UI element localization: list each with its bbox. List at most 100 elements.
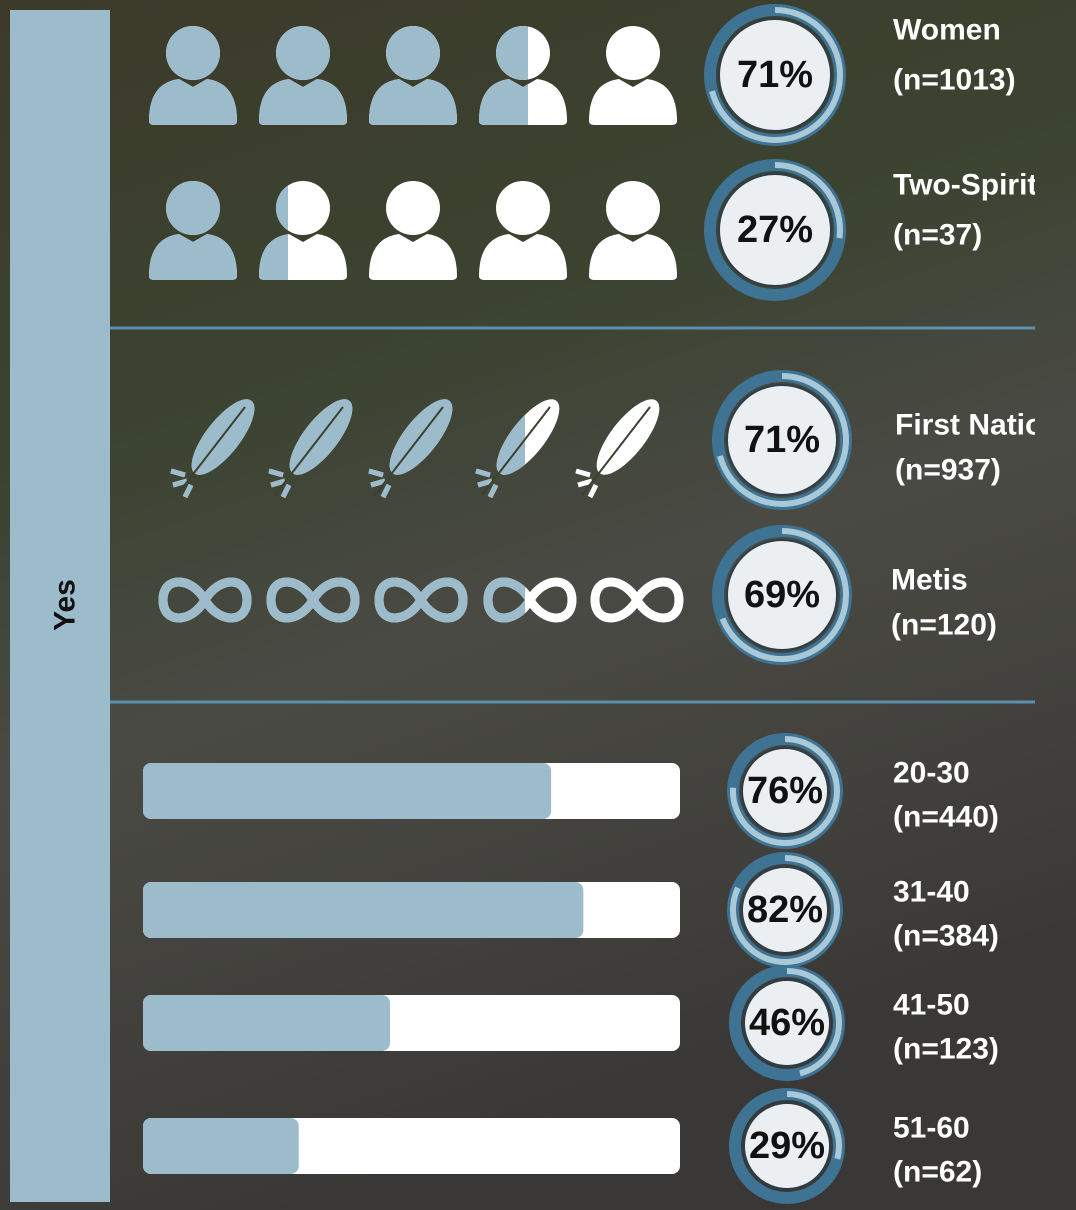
icon <box>575 399 660 499</box>
group-count: (n=384) <box>893 920 999 953</box>
icon <box>368 399 453 499</box>
group-count: (n=123) <box>893 1033 999 1066</box>
group-count: (n=937) <box>895 454 1001 487</box>
icon <box>374 577 468 623</box>
ring-label: 71% <box>737 54 813 96</box>
feather-barbs <box>575 468 599 499</box>
side-bar <box>10 10 110 1202</box>
person-head <box>386 181 440 235</box>
person-body <box>479 79 528 125</box>
person-head <box>166 181 220 235</box>
icon-fill <box>170 399 255 499</box>
feather-barbs <box>170 468 194 499</box>
ring-progress <box>709 7 843 143</box>
feather-barbs <box>368 468 392 499</box>
ring-label: 82% <box>747 889 823 931</box>
icon <box>170 399 255 499</box>
ring-inner <box>726 384 838 496</box>
icon <box>479 181 567 280</box>
person-head <box>606 181 660 235</box>
group-label: 20-30 <box>893 757 970 790</box>
feather-barbs <box>268 468 292 499</box>
icon <box>589 26 677 125</box>
group-label: 31-40 <box>893 876 970 909</box>
icon <box>589 181 677 280</box>
ring-progress <box>730 855 840 965</box>
icon-fill <box>149 26 237 125</box>
feather-quill <box>176 406 246 496</box>
icon <box>479 26 567 125</box>
group-label: Two-Spirit <box>893 169 1037 202</box>
ring-progress <box>786 968 843 1077</box>
ring-inner <box>726 539 838 651</box>
ring-label: 76% <box>747 770 823 812</box>
icon <box>266 577 360 623</box>
icon <box>268 399 353 499</box>
ring-label: 71% <box>744 419 820 461</box>
ring-inner <box>741 866 829 954</box>
ring-progress <box>717 373 849 507</box>
icon <box>149 26 237 125</box>
ring-progress <box>730 736 840 846</box>
icon-fill <box>268 399 353 499</box>
bar-fill <box>143 763 552 819</box>
ring-progress <box>786 1091 842 1160</box>
group-count: (n=1013) <box>893 64 1016 97</box>
feather-quill <box>374 406 444 496</box>
ring-inner <box>743 1102 831 1190</box>
feather-quill <box>481 437 525 496</box>
icon-fill <box>475 399 525 499</box>
ring-inner <box>718 18 832 132</box>
group-count: (n=62) <box>893 1156 982 1189</box>
icon-fill <box>266 577 360 623</box>
bar-fill <box>143 1118 299 1174</box>
infinity-sign <box>483 577 525 623</box>
bar-fill <box>143 882 584 938</box>
side-label: Yes <box>49 579 82 631</box>
person-body <box>589 79 677 125</box>
group-label: First Nations <box>895 409 1076 442</box>
person-body <box>369 234 457 280</box>
person-body <box>479 234 567 280</box>
person-head <box>496 181 550 235</box>
infinity-sign <box>374 577 468 623</box>
person-body <box>149 79 237 125</box>
icon <box>475 399 560 499</box>
icon-fill <box>158 577 252 623</box>
group-label: Women <box>893 14 1001 47</box>
icon-fill <box>149 181 237 280</box>
icon <box>590 577 684 623</box>
person-body <box>369 79 457 125</box>
icon-fill <box>368 399 453 499</box>
ring-inner <box>741 747 829 835</box>
ring-label: 29% <box>749 1125 825 1167</box>
group-count: (n=440) <box>893 801 999 834</box>
icon <box>259 181 347 280</box>
person-head <box>276 181 330 235</box>
icon <box>369 181 457 280</box>
group-label: 41-50 <box>893 989 970 1022</box>
person-body <box>589 234 677 280</box>
icon-fill <box>259 26 347 125</box>
ring-label: 27% <box>737 209 813 251</box>
infinity-sign <box>266 577 360 623</box>
ring-label: 69% <box>744 574 820 616</box>
ring-label: 46% <box>749 1002 825 1044</box>
ring-progress <box>774 162 843 239</box>
icon <box>259 26 347 125</box>
icon-fill <box>483 577 525 623</box>
icon-fill <box>259 185 288 280</box>
icon <box>483 577 577 623</box>
person-head <box>276 26 330 80</box>
infinity-sign <box>158 577 252 623</box>
person-head <box>496 26 528 80</box>
person-head <box>386 26 440 80</box>
bar-fill <box>143 995 391 1051</box>
icon-fill <box>374 577 468 623</box>
group-count: (n=120) <box>891 609 997 642</box>
person-body <box>149 234 237 280</box>
person-body <box>259 79 347 125</box>
content: 71% Women (n=1013) 27% Two-Spirit (n=37) 71% Fi… <box>143 4 1076 1204</box>
feather-barbs <box>475 468 499 499</box>
